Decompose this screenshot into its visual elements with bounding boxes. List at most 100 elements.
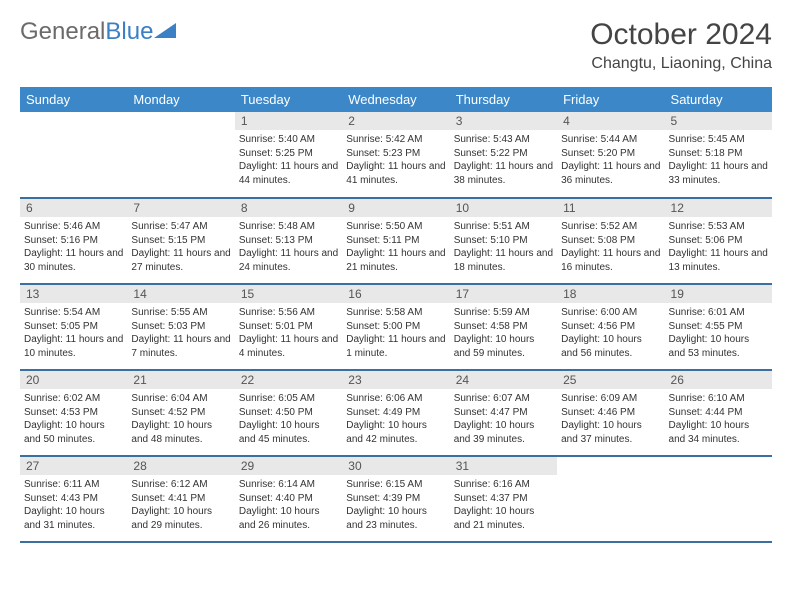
day-body: Sunrise: 5:53 AMSunset: 5:06 PMDaylight:… [665, 217, 772, 278]
day-body: Sunrise: 5:46 AMSunset: 5:16 PMDaylight:… [20, 217, 127, 278]
sunrise-text: Sunrise: 5:42 AM [346, 133, 445, 147]
daylight-text: Daylight: 10 hours and 50 minutes. [24, 419, 123, 446]
daylight-text: Daylight: 11 hours and 7 minutes. [131, 333, 230, 360]
day-number: 2 [342, 112, 449, 130]
daylight-text: Daylight: 10 hours and 59 minutes. [454, 333, 553, 360]
sunrise-text: Sunrise: 5:59 AM [454, 306, 553, 320]
day-body: Sunrise: 6:00 AMSunset: 4:56 PMDaylight:… [557, 303, 664, 364]
calendar-cell: 30Sunrise: 6:15 AMSunset: 4:39 PMDayligh… [342, 456, 449, 542]
daylight-text: Daylight: 10 hours and 39 minutes. [454, 419, 553, 446]
calendar-week: 20Sunrise: 6:02 AMSunset: 4:53 PMDayligh… [20, 370, 772, 456]
day-header-row: SundayMondayTuesdayWednesdayThursdayFrid… [20, 87, 772, 112]
daylight-text: Daylight: 11 hours and 16 minutes. [561, 247, 660, 274]
calendar-cell: 17Sunrise: 5:59 AMSunset: 4:58 PMDayligh… [450, 284, 557, 370]
daylight-text: Daylight: 11 hours and 30 minutes. [24, 247, 123, 274]
day-body: Sunrise: 5:40 AMSunset: 5:25 PMDaylight:… [235, 130, 342, 191]
sunset-text: Sunset: 5:18 PM [669, 147, 768, 161]
day-number: 20 [20, 371, 127, 389]
daylight-text: Daylight: 11 hours and 1 minute. [346, 333, 445, 360]
month-title: October 2024 [590, 18, 772, 52]
day-body: Sunrise: 6:07 AMSunset: 4:47 PMDaylight:… [450, 389, 557, 450]
sunrise-text: Sunrise: 6:14 AM [239, 478, 338, 492]
title-block: October 2024 Changtu, Liaoning, China [590, 18, 772, 73]
sunset-text: Sunset: 5:00 PM [346, 320, 445, 334]
calendar-cell: 13Sunrise: 5:54 AMSunset: 5:05 PMDayligh… [20, 284, 127, 370]
sunrise-text: Sunrise: 6:04 AM [131, 392, 230, 406]
calendar-week: 6Sunrise: 5:46 AMSunset: 5:16 PMDaylight… [20, 198, 772, 284]
calendar-cell: 27Sunrise: 6:11 AMSunset: 4:43 PMDayligh… [20, 456, 127, 542]
calendar-week: 27Sunrise: 6:11 AMSunset: 4:43 PMDayligh… [20, 456, 772, 542]
calendar-cell: 28Sunrise: 6:12 AMSunset: 4:41 PMDayligh… [127, 456, 234, 542]
logo-part2: Blue [105, 18, 153, 46]
calendar-cell [20, 112, 127, 198]
calendar-cell: 25Sunrise: 6:09 AMSunset: 4:46 PMDayligh… [557, 370, 664, 456]
day-body: Sunrise: 6:09 AMSunset: 4:46 PMDaylight:… [557, 389, 664, 450]
sunrise-text: Sunrise: 6:11 AM [24, 478, 123, 492]
sunrise-text: Sunrise: 6:00 AM [561, 306, 660, 320]
sunrise-text: Sunrise: 5:50 AM [346, 220, 445, 234]
day-number: 5 [665, 112, 772, 130]
day-body: Sunrise: 5:54 AMSunset: 5:05 PMDaylight:… [20, 303, 127, 364]
daylight-text: Daylight: 10 hours and 45 minutes. [239, 419, 338, 446]
day-body: Sunrise: 5:59 AMSunset: 4:58 PMDaylight:… [450, 303, 557, 364]
sunset-text: Sunset: 5:15 PM [131, 234, 230, 248]
day-body: Sunrise: 5:47 AMSunset: 5:15 PMDaylight:… [127, 217, 234, 278]
day-number: 14 [127, 285, 234, 303]
day-number: 11 [557, 199, 664, 217]
sunset-text: Sunset: 4:55 PM [669, 320, 768, 334]
daylight-text: Daylight: 10 hours and 48 minutes. [131, 419, 230, 446]
calendar-body: 1Sunrise: 5:40 AMSunset: 5:25 PMDaylight… [20, 112, 772, 542]
day-header: Tuesday [235, 87, 342, 112]
calendar-cell: 8Sunrise: 5:48 AMSunset: 5:13 PMDaylight… [235, 198, 342, 284]
sunrise-text: Sunrise: 6:10 AM [669, 392, 768, 406]
day-header: Thursday [450, 87, 557, 112]
daylight-text: Daylight: 11 hours and 36 minutes. [561, 160, 660, 187]
sunrise-text: Sunrise: 5:53 AM [669, 220, 768, 234]
calendar-cell: 23Sunrise: 6:06 AMSunset: 4:49 PMDayligh… [342, 370, 449, 456]
calendar-cell: 14Sunrise: 5:55 AMSunset: 5:03 PMDayligh… [127, 284, 234, 370]
day-number: 19 [665, 285, 772, 303]
calendar-cell: 6Sunrise: 5:46 AMSunset: 5:16 PMDaylight… [20, 198, 127, 284]
sunset-text: Sunset: 4:37 PM [454, 492, 553, 506]
calendar-cell: 29Sunrise: 6:14 AMSunset: 4:40 PMDayligh… [235, 456, 342, 542]
day-number: 27 [20, 457, 127, 475]
sunrise-text: Sunrise: 5:47 AM [131, 220, 230, 234]
day-number: 28 [127, 457, 234, 475]
sunset-text: Sunset: 4:50 PM [239, 406, 338, 420]
day-number: 16 [342, 285, 449, 303]
day-number: 17 [450, 285, 557, 303]
day-body: Sunrise: 6:11 AMSunset: 4:43 PMDaylight:… [20, 475, 127, 536]
day-number: 30 [342, 457, 449, 475]
daylight-text: Daylight: 11 hours and 41 minutes. [346, 160, 445, 187]
day-body: Sunrise: 6:16 AMSunset: 4:37 PMDaylight:… [450, 475, 557, 536]
calendar-cell: 1Sunrise: 5:40 AMSunset: 5:25 PMDaylight… [235, 112, 342, 198]
sunset-text: Sunset: 5:06 PM [669, 234, 768, 248]
location: Changtu, Liaoning, China [590, 55, 772, 73]
daylight-text: Daylight: 10 hours and 21 minutes. [454, 505, 553, 532]
day-number: 23 [342, 371, 449, 389]
calendar-cell: 21Sunrise: 6:04 AMSunset: 4:52 PMDayligh… [127, 370, 234, 456]
sunset-text: Sunset: 5:20 PM [561, 147, 660, 161]
sunset-text: Sunset: 4:41 PM [131, 492, 230, 506]
calendar-cell: 15Sunrise: 5:56 AMSunset: 5:01 PMDayligh… [235, 284, 342, 370]
sunrise-text: Sunrise: 5:46 AM [24, 220, 123, 234]
calendar-cell: 11Sunrise: 5:52 AMSunset: 5:08 PMDayligh… [557, 198, 664, 284]
day-number: 18 [557, 285, 664, 303]
sunrise-text: Sunrise: 6:06 AM [346, 392, 445, 406]
day-body: Sunrise: 6:15 AMSunset: 4:39 PMDaylight:… [342, 475, 449, 536]
calendar-cell: 20Sunrise: 6:02 AMSunset: 4:53 PMDayligh… [20, 370, 127, 456]
calendar-cell: 24Sunrise: 6:07 AMSunset: 4:47 PMDayligh… [450, 370, 557, 456]
sunrise-text: Sunrise: 6:07 AM [454, 392, 553, 406]
calendar-cell: 22Sunrise: 6:05 AMSunset: 4:50 PMDayligh… [235, 370, 342, 456]
sunrise-text: Sunrise: 6:15 AM [346, 478, 445, 492]
daylight-text: Daylight: 11 hours and 4 minutes. [239, 333, 338, 360]
day-number: 31 [450, 457, 557, 475]
daylight-text: Daylight: 11 hours and 24 minutes. [239, 247, 338, 274]
day-body: Sunrise: 5:48 AMSunset: 5:13 PMDaylight:… [235, 217, 342, 278]
sunrise-text: Sunrise: 6:02 AM [24, 392, 123, 406]
day-body: Sunrise: 6:01 AMSunset: 4:55 PMDaylight:… [665, 303, 772, 364]
calendar-cell: 5Sunrise: 5:45 AMSunset: 5:18 PMDaylight… [665, 112, 772, 198]
day-number: 29 [235, 457, 342, 475]
daylight-text: Daylight: 10 hours and 29 minutes. [131, 505, 230, 532]
daylight-text: Daylight: 11 hours and 21 minutes. [346, 247, 445, 274]
